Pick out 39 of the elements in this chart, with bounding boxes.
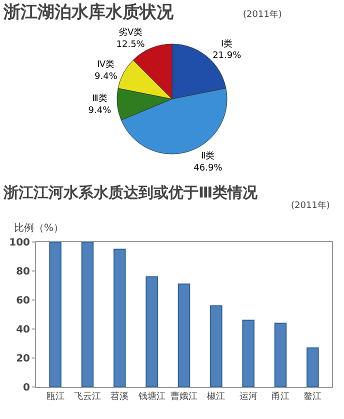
chart-title: 浙江江河水系水质达到或优于Ⅲ类情况 [2, 184, 259, 202]
data-label: 12.5% [116, 40, 146, 50]
data-label: 9.4% [94, 72, 118, 82]
x-tick-label: 椒江 [207, 390, 226, 402]
y-tick-label: 80 [16, 266, 30, 278]
slice-label: Ⅱ类 [201, 150, 215, 162]
data-label: 46.9% [194, 163, 223, 174]
bar [49, 242, 62, 387]
x-tick-label: 甬江 [272, 390, 290, 402]
y-tick-label: 60 [16, 296, 30, 306]
y-axis-title: 比例（%） [14, 222, 64, 234]
x-tick-label: 苕溪 [110, 390, 129, 402]
x-tick-label: 运河 [239, 390, 258, 402]
data-label: 21.9% [212, 51, 242, 62]
text: (2011年) [243, 9, 282, 20]
x-tick-label: 瓯江 [46, 390, 64, 402]
x-tick-label: 钱塘江 [137, 390, 166, 402]
y-tick-label: 0 [23, 382, 30, 394]
x-tick-label: 曹娥江 [170, 390, 198, 402]
y-tick-label: 40 [16, 324, 30, 336]
slice-label: Ⅲ类 [92, 93, 108, 104]
chart-subtitle: (2011年) [291, 200, 330, 211]
y-tick-label: 20 [16, 354, 30, 364]
slice-label: Ⅳ类 [97, 59, 115, 70]
slice-label: Ⅰ类 [221, 38, 233, 50]
chart-title: 浙江湖泊水库水质状况 [2, 2, 174, 22]
bar [242, 320, 254, 387]
bar [178, 284, 190, 387]
x-tick-label: 飞云江 [74, 390, 101, 402]
bar [306, 347, 319, 387]
bar [81, 242, 94, 387]
x-tick-label: 鳌江 [304, 390, 322, 402]
bar [146, 276, 158, 387]
slice-label: 劣Ⅴ类 [118, 27, 143, 38]
y-tick-label: 100 [9, 238, 30, 248]
data-label: 9.4% [88, 106, 112, 116]
bar [114, 248, 126, 387]
bar [210, 305, 222, 387]
bar [274, 322, 287, 387]
